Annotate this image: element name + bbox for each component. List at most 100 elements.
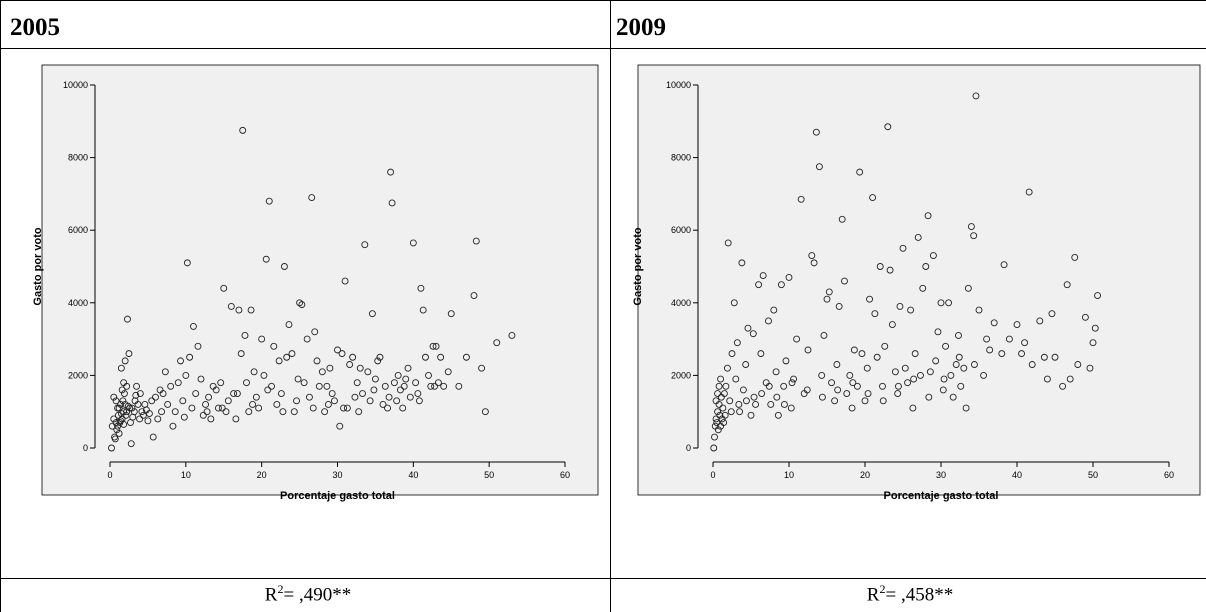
- data-point: [205, 393, 213, 401]
- data-point: [309, 404, 317, 412]
- data-point: [415, 397, 423, 405]
- data-point: [712, 397, 720, 405]
- data-point: [194, 342, 202, 350]
- data-point: [174, 379, 182, 387]
- data-point: [402, 375, 410, 383]
- data-point: [455, 382, 463, 390]
- data-point: [962, 404, 970, 412]
- data-point: [876, 263, 884, 270]
- data-point: [125, 350, 133, 358]
- data-point: [414, 390, 422, 397]
- x-tick-label: 0: [107, 470, 112, 480]
- data-point: [239, 126, 247, 134]
- data-point: [318, 368, 326, 376]
- data-point: [233, 390, 241, 397]
- data-point: [294, 375, 302, 383]
- data-point: [721, 411, 729, 419]
- data-point: [177, 357, 184, 365]
- data-point: [849, 379, 857, 387]
- data-point: [127, 440, 135, 448]
- data-point: [247, 306, 255, 314]
- data-point: [250, 368, 258, 376]
- data-point: [270, 342, 278, 350]
- data-point: [945, 299, 953, 307]
- data-point: [112, 419, 120, 427]
- data-point: [957, 382, 965, 390]
- data-point: [384, 404, 391, 412]
- data-point: [790, 375, 798, 383]
- data-point: [904, 379, 912, 387]
- data-point: [727, 408, 735, 416]
- data-point: [136, 415, 144, 423]
- data-point: [390, 379, 398, 387]
- data-point: [747, 411, 755, 419]
- data-point: [119, 397, 127, 405]
- data-point: [217, 379, 225, 387]
- y-tick-label: 6000: [68, 225, 88, 235]
- data-point: [115, 430, 123, 437]
- data-point: [113, 426, 121, 434]
- r2-superscript: 2: [277, 582, 284, 596]
- data-point: [742, 397, 750, 405]
- data-point: [283, 353, 291, 361]
- data-point: [871, 310, 879, 318]
- data-point: [939, 386, 947, 394]
- data-point: [167, 382, 175, 390]
- data-point: [128, 404, 136, 412]
- data-point: [1043, 375, 1051, 383]
- x-tick-label: 10: [181, 470, 191, 480]
- data-point: [919, 284, 927, 292]
- data-point: [864, 390, 872, 397]
- data-point: [782, 357, 790, 365]
- data-point: [366, 397, 374, 405]
- data-point: [152, 393, 159, 401]
- data-point: [818, 371, 826, 379]
- data-point: [214, 404, 222, 412]
- data-point: [777, 281, 785, 289]
- data-point: [770, 306, 778, 314]
- data-point: [481, 408, 489, 416]
- x-tick-label: 20: [257, 470, 267, 480]
- data-point: [432, 342, 440, 350]
- data-point: [937, 299, 945, 307]
- data-point: [825, 288, 833, 296]
- data-point: [879, 382, 886, 390]
- scatter-points: [710, 92, 1102, 452]
- data-point: [111, 435, 119, 443]
- data-point: [720, 419, 728, 427]
- data-point: [120, 420, 128, 428]
- data-point: [243, 379, 250, 387]
- data-point: [120, 408, 128, 416]
- data-point: [1025, 188, 1033, 196]
- table-border-left: [0, 0, 1, 612]
- data-point: [925, 393, 933, 401]
- y-tick-label: 2000: [68, 370, 88, 380]
- r2-prefix: R: [866, 584, 880, 606]
- data-point: [298, 301, 306, 309]
- data-point: [986, 346, 994, 354]
- data-point: [833, 361, 841, 368]
- data-point: [351, 393, 359, 401]
- data-point: [370, 386, 378, 394]
- data-point: [108, 444, 115, 452]
- data-point: [879, 397, 887, 405]
- data-point: [759, 272, 767, 280]
- data-point: [121, 357, 129, 365]
- data-point: [260, 371, 268, 379]
- y-axis-label: Gasto por voto: [632, 227, 644, 306]
- data-point: [765, 317, 772, 325]
- data-point: [264, 386, 272, 394]
- data-point: [858, 350, 866, 358]
- data-point: [1086, 364, 1094, 372]
- data-point: [739, 386, 747, 394]
- data-point: [182, 371, 190, 379]
- data-point: [964, 284, 972, 292]
- data-point: [300, 379, 308, 387]
- data-point: [1013, 321, 1021, 329]
- data-point: [268, 382, 275, 390]
- data-point: [285, 321, 293, 329]
- data-point: [179, 397, 187, 405]
- data-point: [227, 302, 235, 310]
- x-axis-label: Porcentaje gasto total: [280, 490, 395, 502]
